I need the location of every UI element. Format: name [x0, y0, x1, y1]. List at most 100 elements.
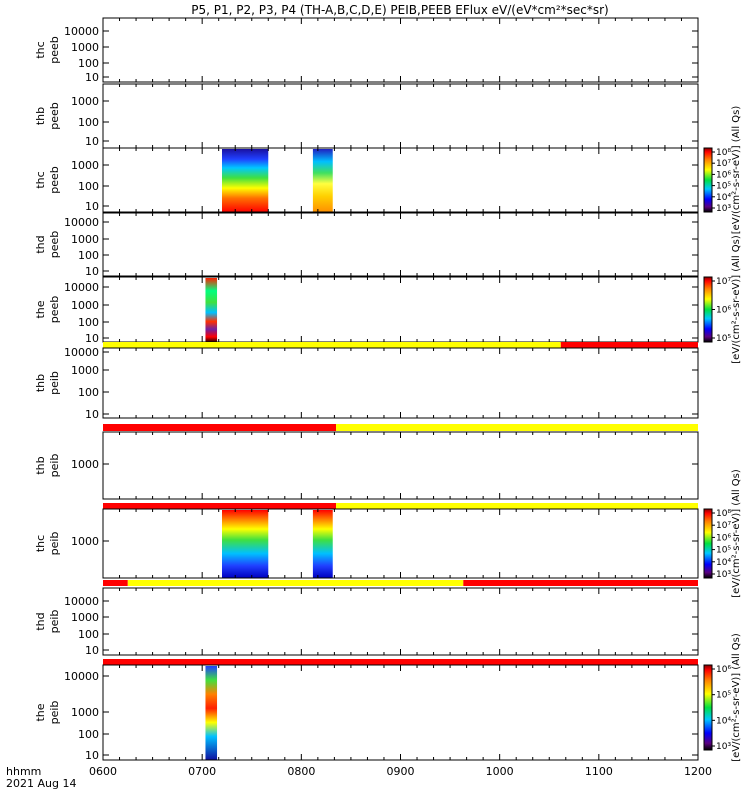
- colorbar-tick-label: 10⁵: [716, 334, 731, 344]
- colorbar-tick-label: 10⁷: [716, 521, 731, 531]
- spectrogram-block: [222, 149, 269, 212]
- status-bar-segment: [560, 342, 698, 348]
- colorbar-tick-label: 10³: [716, 742, 731, 752]
- y-tick-label: 10000: [64, 595, 99, 608]
- colorbar-3: 10³ 10⁴ 10⁵ 10⁶ 10⁷ 10⁸ [eV/(cm²-s-sr-eV)] (Al…: [703, 469, 742, 598]
- panel-probe-label: the: [34, 703, 47, 721]
- panel-frame: [102, 431, 699, 500]
- status-bar-segment: [336, 424, 698, 431]
- colorbar-tick-label: 10⁸: [716, 509, 731, 519]
- status-bar-segment: [127, 580, 464, 586]
- colorbar-label: [eV/(cm²-s-sr-eV)] (All Qs): [731, 633, 742, 762]
- y-tick-label: 10000: [64, 25, 99, 38]
- panel-7: 1000 thb peib: [34, 424, 699, 500]
- panel-product-label: peib: [48, 532, 61, 556]
- colorbar-tick-label: 10⁷: [716, 277, 731, 287]
- panel-2: 10 100 1000 thb peeb: [34, 83, 699, 149]
- colorbar-tick-label: 10⁴: [716, 193, 731, 203]
- panel-frame: [102, 17, 699, 83]
- panel-10: 10 100 1000 10000 the peib: [34, 659, 699, 762]
- y-tick-label: 100: [78, 180, 99, 193]
- status-bar-segment: [463, 580, 698, 586]
- panel-frame: [102, 276, 699, 343]
- colorbar-tick-label: 10⁶: [716, 170, 731, 180]
- panel-product-label: peib: [48, 610, 61, 634]
- x-tick-label: 0600: [89, 765, 117, 778]
- x-tick-label: 0800: [287, 765, 315, 778]
- y-tick-label: 10: [85, 200, 99, 213]
- panel-frame: [102, 147, 699, 213]
- colorbar-gradient: [703, 508, 713, 579]
- panel-probe-label: thb: [34, 456, 47, 474]
- y-tick-label: 10: [85, 749, 99, 762]
- panel-probe-label: thb: [34, 107, 47, 125]
- status-bar-segment: [103, 503, 337, 509]
- y-tick-label: 10: [85, 332, 99, 345]
- panel-probe-label: thc: [34, 41, 47, 58]
- colorbar-tick-label: 10³: [716, 570, 731, 580]
- spectrogram-block: [205, 666, 218, 760]
- y-tick-label: 100: [78, 728, 99, 741]
- y-tick-label: 1000: [71, 41, 99, 54]
- panel-product-label: peeb: [48, 231, 61, 259]
- colorbar-label: [eV/(cm²-s-sr-eV)] (All Qs): [731, 106, 742, 235]
- panel-product-label: peib: [48, 371, 61, 395]
- y-tick-label: 1000: [71, 233, 99, 246]
- y-tick-label: 10000: [64, 670, 99, 683]
- y-tick-label: 100: [78, 116, 99, 129]
- panel-frame: [102, 508, 699, 579]
- panel-product-label: peib: [48, 454, 61, 478]
- x-tick-label: 1000: [486, 765, 514, 778]
- colorbar-tick-label: 10⁵: [716, 691, 731, 701]
- y-tick-label: 100: [78, 249, 99, 262]
- y-tick-label: 10: [85, 408, 99, 421]
- panel-8: 1000 thc peib: [34, 503, 699, 579]
- panel-product-label: peeb: [48, 166, 61, 194]
- colorbar-tick-label: 10⁵: [716, 546, 731, 556]
- panel-probe-label: thc: [34, 535, 47, 552]
- colorbar-tick-label: 10³: [716, 204, 731, 214]
- x-tick-label: 0700: [188, 765, 216, 778]
- y-tick-label: 1000: [71, 458, 99, 471]
- x-axis-label-hhmm: hhmm: [6, 765, 41, 778]
- colorbar-label: [eV/(cm²-s-sr-eV)] (All Qs): [731, 469, 742, 598]
- panel-product-label: peeb: [48, 36, 61, 64]
- colorbar-tick-label: 10⁶: [716, 533, 731, 543]
- y-tick-label: 1000: [71, 535, 99, 548]
- y-tick-label: 100: [78, 628, 99, 641]
- colorbar-tick-label: 10⁴: [716, 716, 731, 726]
- y-tick-label: 10: [85, 644, 99, 657]
- y-tick-label: 1000: [71, 299, 99, 312]
- panel-9: 10 100 1000 10000 thd peib: [34, 580, 699, 657]
- y-tick-label: 1000: [71, 95, 99, 108]
- colorbar-gradient: [703, 276, 713, 343]
- y-tick-label: 10000: [64, 216, 99, 229]
- panel-frame: [102, 212, 699, 277]
- colorbar-gradient: [703, 664, 713, 751]
- panel-3: 10 100 1000 thc peeb: [34, 147, 699, 213]
- y-tick-label: 1000: [71, 706, 99, 719]
- x-tick-label: 0900: [387, 765, 415, 778]
- y-tick-label: 100: [78, 316, 99, 329]
- spectrogram-block: [312, 149, 333, 212]
- y-tick-label: 100: [78, 57, 99, 70]
- colorbar-tick-label: 10⁸: [716, 148, 731, 158]
- x-tick-label: 1200: [684, 765, 712, 778]
- panel-4: 10 100 1000 10000 thd peeb: [34, 212, 699, 278]
- status-bar-segment: [336, 503, 698, 509]
- status-bar-segment: [103, 342, 561, 348]
- panel-5: 10 100 1000 10000 the peeb: [34, 276, 699, 345]
- y-tick-label: 1000: [71, 611, 99, 624]
- colorbar-label: [eV/(cm²-s-sr-eV)] (All Qs): [731, 235, 742, 364]
- spectrogram-block: [222, 510, 269, 578]
- y-tick-label: 1000: [71, 159, 99, 172]
- colorbar-tick-label: 10⁵: [716, 182, 731, 192]
- panel-6: 10 100 1000 10000 thb peib: [34, 342, 699, 421]
- panel-product-label: peeb: [48, 296, 61, 324]
- y-tick-label: 100: [78, 386, 99, 399]
- panel-frame: [102, 664, 699, 761]
